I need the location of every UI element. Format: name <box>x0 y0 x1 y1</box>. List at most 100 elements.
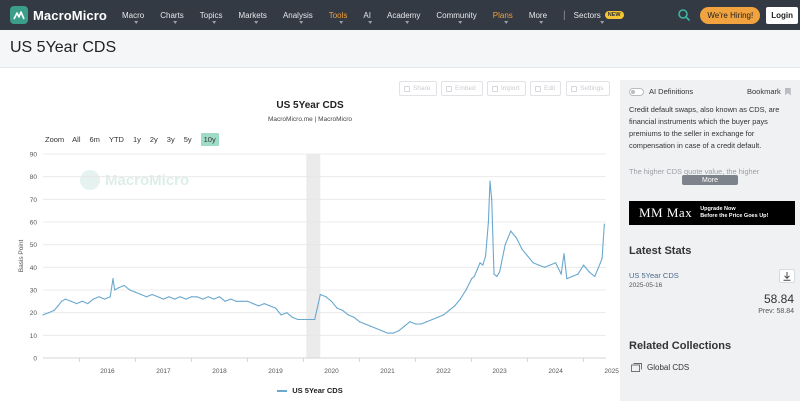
data-point <box>358 321 361 323</box>
toolbar-edit-button[interactable]: Edit <box>530 81 561 96</box>
watermark: MacroMicro <box>80 170 189 190</box>
data-point <box>599 262 601 264</box>
data-point <box>202 298 204 300</box>
data-point <box>342 309 344 311</box>
series-line <box>42 180 605 334</box>
stat-series-name[interactable]: US 5Year CDS <box>629 271 679 280</box>
top-navbar: MacroMicro Macro Charts Topics Markets Analy… <box>0 0 800 30</box>
data-point <box>364 323 366 325</box>
data-point <box>235 300 237 302</box>
bookmark-button[interactable]: Bookmark <box>747 87 791 96</box>
nav-item-analysis[interactable]: Analysis <box>283 0 321 30</box>
chart-legend[interactable]: US 5Year CDS <box>0 386 620 395</box>
related-collection-item[interactable]: Global CDS <box>631 363 689 372</box>
data-point <box>554 262 557 264</box>
nav-item-academy[interactable]: Academy <box>387 0 428 30</box>
data-point <box>269 305 271 307</box>
data-point <box>515 237 517 239</box>
data-point <box>398 330 400 332</box>
nav-right-group: We're Hiring! Login <box>677 0 800 30</box>
share-icon <box>404 85 410 92</box>
chevron-down-icon <box>457 21 462 24</box>
data-point <box>64 298 67 300</box>
y-tick-label: 0 <box>33 356 37 363</box>
data-point <box>146 296 148 298</box>
nav-item-tools[interactable]: Tools <box>329 0 356 30</box>
chart-title: US 5Year CDS <box>276 100 344 111</box>
data-point <box>286 312 288 314</box>
ai-toggle-switch[interactable] <box>629 87 644 96</box>
nav-item-more[interactable]: More <box>529 0 555 30</box>
nav-item-topics[interactable]: Topics <box>200 0 231 30</box>
nav-item-label: Sectors <box>573 10 601 20</box>
data-point <box>308 318 310 321</box>
data-point <box>370 325 372 327</box>
edit-icon <box>535 85 541 92</box>
chevron-down-icon <box>339 21 344 24</box>
data-point <box>98 296 100 298</box>
zoom-option-ytd[interactable]: YTD <box>108 135 124 144</box>
data-point <box>114 289 116 291</box>
x-tick-label: 2016 <box>100 368 115 375</box>
chevron-down-icon <box>299 21 304 24</box>
data-point <box>314 318 316 321</box>
mm-max-banner[interactable]: MM Max Upgrade Now Before the Price Goes… <box>629 201 795 225</box>
settings-icon <box>571 85 577 92</box>
data-point <box>60 300 63 302</box>
search-icon[interactable] <box>677 8 691 22</box>
data-point <box>470 278 473 280</box>
zoom-option-1y[interactable]: 1y <box>132 135 141 144</box>
zoom-option-2y[interactable]: 2y <box>149 135 158 144</box>
data-point <box>140 293 142 296</box>
nav-item-community[interactable]: Community <box>436 0 484 30</box>
latest-stats-title: Latest Stats <box>629 245 692 257</box>
toolbar-embed-button[interactable]: Embed <box>441 81 483 96</box>
page-title: US 5Year CDS <box>10 39 117 56</box>
x-tick-label: 2022 <box>436 368 451 375</box>
ai-definitions-label: AI Definitions <box>649 87 694 96</box>
zoom-option-3y[interactable]: 3y <box>166 135 175 144</box>
nav-item-label: Academy <box>386 10 421 20</box>
more-button[interactable]: More <box>682 175 738 185</box>
data-point <box>104 298 106 300</box>
data-point <box>560 273 562 275</box>
hiring-button[interactable]: We're Hiring! <box>700 6 761 24</box>
data-point <box>392 332 394 334</box>
brand-logo-link[interactable]: MacroMicro <box>10 6 122 24</box>
watermark-logo-icon <box>80 170 100 190</box>
zoom-option-5y[interactable]: 5y <box>183 135 192 144</box>
nav-item-plans[interactable]: Plans <box>493 0 521 30</box>
nav-item-markets[interactable]: Markets <box>238 0 274 30</box>
nav-item-macro[interactable]: Macro <box>122 0 152 30</box>
ai-definitions-toggle-row[interactable]: AI Definitions <box>629 87 693 96</box>
watermark-text: MacroMicro <box>105 172 189 189</box>
data-point <box>496 275 498 277</box>
data-point <box>42 314 44 316</box>
login-button[interactable]: Login <box>766 6 798 24</box>
data-point <box>601 257 603 259</box>
x-tick-label: 2018 <box>212 368 227 375</box>
zoom-option-all[interactable]: All <box>72 135 81 144</box>
toolbar-import-button[interactable]: Import <box>487 81 526 96</box>
zoom-option-6m[interactable]: 6m <box>89 135 100 144</box>
nav-menu: Macro Charts Topics Markets Analysis Tools AI A… <box>122 0 640 30</box>
nav-item-charts[interactable]: Charts <box>160 0 192 30</box>
nav-item-sectors[interactable]: Sectors NEW <box>574 0 632 30</box>
data-point <box>109 296 111 298</box>
brand-name: MacroMicro <box>33 7 107 23</box>
toolbar-share-button[interactable]: Share <box>399 81 437 96</box>
banner-line1: Upgrade Now <box>700 206 736 212</box>
nav-item-label: Topics <box>199 10 223 20</box>
data-point <box>491 198 493 200</box>
toolbar-settings-button[interactable]: Settings <box>566 81 610 96</box>
nav-item-ai[interactable]: AI <box>363 0 379 30</box>
download-button[interactable] <box>779 269 795 283</box>
data-point <box>431 318 433 321</box>
import-icon <box>492 85 498 92</box>
y-axis-label: Basis Point <box>18 240 25 273</box>
data-point <box>526 255 529 257</box>
data-point <box>493 273 495 275</box>
toolbar-button-label: Edit <box>544 85 556 92</box>
chevron-down-icon <box>539 21 544 24</box>
zoom-option-10y[interactable]: 10y <box>200 133 219 146</box>
